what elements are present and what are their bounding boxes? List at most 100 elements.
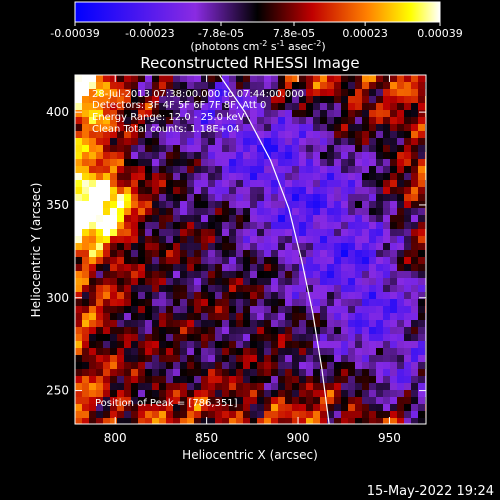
heatmap-cell <box>285 124 292 131</box>
heatmap-cell <box>222 334 229 341</box>
heatmap-cell <box>327 348 334 355</box>
heatmap-cell <box>271 180 278 187</box>
heatmap-cell <box>418 229 425 236</box>
heatmap-cell <box>334 320 341 327</box>
heatmap-cell <box>229 173 236 180</box>
heatmap-cell <box>152 194 159 201</box>
heatmap-cell <box>110 306 117 313</box>
heatmap-cell <box>75 271 82 278</box>
heatmap-cell <box>299 243 306 250</box>
heatmap-cell <box>327 110 334 117</box>
heatmap-cell <box>313 348 320 355</box>
heatmap-cell <box>229 82 236 89</box>
heatmap-cell <box>271 376 278 383</box>
heatmap-cell <box>418 264 425 271</box>
heatmap-cell <box>110 75 117 82</box>
heatmap-cell <box>243 103 250 110</box>
heatmap-cell <box>411 313 418 320</box>
heatmap-cell <box>299 411 306 418</box>
heatmap-cell <box>187 390 194 397</box>
heatmap-cell <box>250 117 257 124</box>
heatmap-cell <box>159 264 166 271</box>
heatmap-cell <box>362 257 369 264</box>
heatmap-cell <box>383 313 390 320</box>
heatmap-cell <box>404 278 411 285</box>
heatmap-cell <box>89 306 96 313</box>
heatmap-cell <box>243 404 250 411</box>
heatmap-cell <box>250 404 257 411</box>
heatmap-cell <box>75 362 82 369</box>
heatmap-cell <box>103 348 110 355</box>
heatmap-cell <box>75 327 82 334</box>
heatmap-cell <box>271 418 278 424</box>
heatmap-cell <box>187 187 194 194</box>
heatmap-cell <box>334 110 341 117</box>
heatmap-cell <box>180 243 187 250</box>
heatmap-cell <box>320 292 327 299</box>
annotation-energy-range: Energy Range: 12.0 - 25.0 keV <box>92 112 245 123</box>
heatmap-cell <box>355 215 362 222</box>
heatmap-cell <box>411 341 418 348</box>
heatmap-cell <box>187 285 194 292</box>
heatmap-cell <box>117 313 124 320</box>
heatmap-cell <box>229 117 236 124</box>
heatmap-cell <box>397 166 404 173</box>
heatmap-cell <box>341 390 348 397</box>
heatmap-cell <box>103 166 110 173</box>
heatmap-cell <box>124 411 131 418</box>
heatmap-cell <box>313 292 320 299</box>
heatmap-cell <box>257 257 264 264</box>
heatmap-cell <box>369 355 376 362</box>
heatmap-cell <box>145 306 152 313</box>
heatmap-cell <box>208 96 215 103</box>
heatmap-cell <box>278 348 285 355</box>
heatmap-cell <box>285 334 292 341</box>
heatmap-cell <box>383 292 390 299</box>
heatmap-cell <box>229 411 236 418</box>
heatmap-cell <box>369 145 376 152</box>
heatmap-cell <box>89 103 96 110</box>
heatmap-cell <box>117 362 124 369</box>
heatmap-cell <box>208 75 215 82</box>
heatmap-cell <box>173 215 180 222</box>
heatmap-cell <box>313 138 320 145</box>
heatmap-cell <box>243 348 250 355</box>
heatmap-cell <box>180 201 187 208</box>
heatmap-cell <box>355 236 362 243</box>
heatmap-cell <box>215 124 222 131</box>
heatmap-cell <box>299 250 306 257</box>
heatmap-cell <box>250 264 257 271</box>
heatmap-cell <box>89 96 96 103</box>
heatmap-cell <box>376 334 383 341</box>
heatmap-cell <box>103 82 110 89</box>
heatmap-cell <box>390 355 397 362</box>
heatmap-cell <box>110 208 117 215</box>
heatmap-cell <box>236 145 243 152</box>
heatmap-cell <box>250 243 257 250</box>
heatmap-cell <box>355 229 362 236</box>
heatmap-cell <box>404 355 411 362</box>
heatmap-cell <box>201 75 208 82</box>
heatmap-cell <box>159 166 166 173</box>
heatmap-cell <box>369 75 376 82</box>
heatmap-cell <box>159 334 166 341</box>
heatmap-cell <box>103 327 110 334</box>
heatmap-cell <box>103 418 110 424</box>
heatmap-cell <box>313 418 320 424</box>
heatmap-cell <box>383 250 390 257</box>
heatmap-cell <box>306 75 313 82</box>
heatmap-cell <box>383 110 390 117</box>
heatmap-cell <box>383 152 390 159</box>
heatmap-cell <box>75 299 82 306</box>
heatmap-cell <box>110 236 117 243</box>
heatmap-cell <box>159 89 166 96</box>
heatmap-cell <box>250 313 257 320</box>
heatmap-cell <box>264 383 271 390</box>
heatmap-cell <box>89 131 96 138</box>
heatmap-cell <box>145 222 152 229</box>
heatmap-cell <box>236 348 243 355</box>
heatmap-cell <box>215 390 222 397</box>
heatmap-cell <box>355 201 362 208</box>
heatmap-cell <box>173 411 180 418</box>
heatmap-cell <box>271 173 278 180</box>
